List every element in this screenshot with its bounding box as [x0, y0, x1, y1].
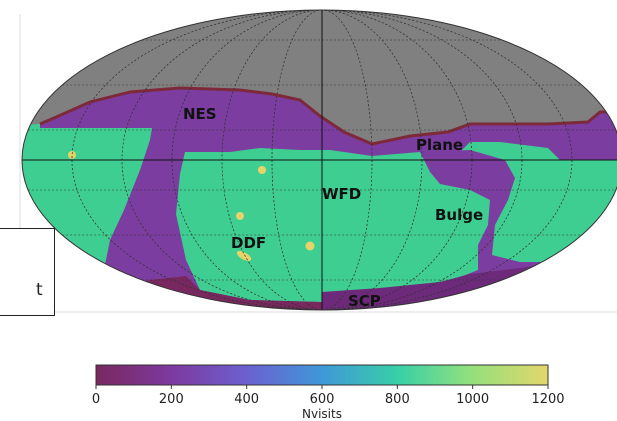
colorbar-tick-label: 200	[159, 392, 184, 407]
label-wfd: WFD	[322, 185, 361, 203]
sky-map	[22, 10, 617, 310]
map-outline	[21, 9, 617, 311]
colorbar-tick-label: 400	[234, 392, 259, 407]
label-nes: NES	[183, 105, 217, 123]
ddf-field-3	[236, 212, 244, 220]
cropped-text-box: t	[0, 228, 55, 316]
colorbar-tick-label: 1000	[456, 392, 489, 407]
cropped-text: t	[36, 280, 43, 300]
colorbar-tick-label: 600	[310, 392, 335, 407]
label-scp: SCP	[348, 292, 381, 310]
ddf-field-5	[236, 250, 252, 262]
ddf-field-2	[258, 166, 266, 174]
colorbar-tick-label: 800	[385, 392, 410, 407]
colorbar-label: Nvisits	[302, 407, 342, 421]
nes-region	[40, 88, 617, 310]
label-ddf: DDF	[231, 234, 266, 252]
colorbar	[95, 364, 549, 386]
mask-edge	[39, 86, 617, 146]
ddf-field-1	[68, 151, 76, 159]
label-bulge: Bulge	[435, 206, 483, 224]
colorbar-tick-label: 0	[92, 392, 100, 407]
ddf-field-4	[305, 241, 315, 251]
colorbar-ticks: 0 200 400 600 800 1000 1200	[92, 385, 565, 407]
label-plane: Plane	[416, 136, 463, 154]
colorbar-tick-label: 1200	[531, 392, 564, 407]
